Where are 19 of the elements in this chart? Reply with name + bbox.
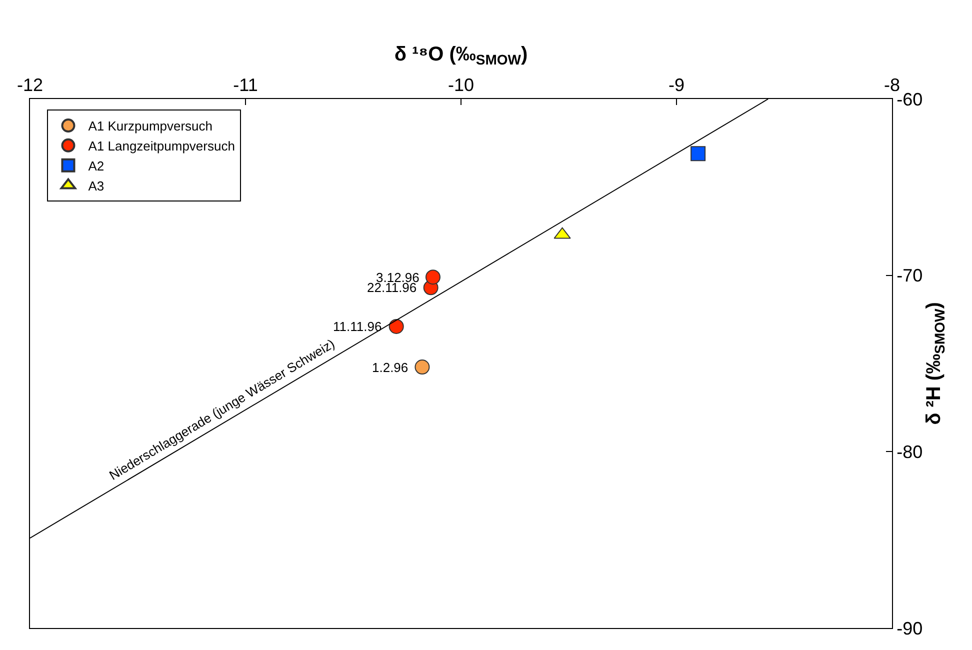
legend-label: A1 Langzeitpumpversuch: [88, 138, 235, 154]
x-tick-label: -11: [233, 74, 258, 95]
y-tick-label: -80: [896, 442, 923, 462]
point: [690, 146, 706, 162]
legend-label: A2: [88, 158, 104, 174]
x-tick-label: -12: [16, 74, 44, 95]
annotation: 1.2.96: [372, 360, 408, 375]
x-axis-title: δ ¹⁸O (‰$_{SMOW}$): [394, 43, 528, 68]
point: [388, 318, 404, 334]
legend-label: A1 Kurzpumpversuch: [88, 118, 213, 134]
point: [425, 270, 440, 285]
y-tick-label: -90: [896, 618, 923, 638]
legend-label: A3: [88, 178, 104, 194]
x-tick-label: -10: [448, 74, 474, 95]
y-tick-label: -70: [896, 266, 923, 286]
x-tick-label: -8: [884, 74, 900, 95]
point: [414, 360, 430, 375]
annotation: 11.11.96: [333, 319, 382, 334]
x-tick-label: -9: [668, 74, 685, 95]
